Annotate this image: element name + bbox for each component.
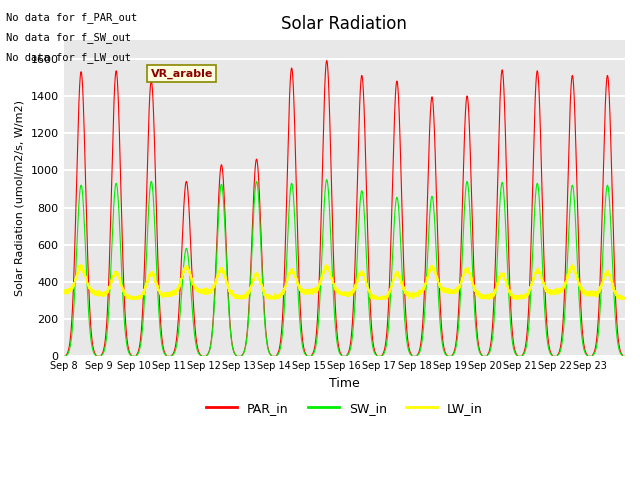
Y-axis label: Solar Radiation (umol/m2/s, W/m2): Solar Radiation (umol/m2/s, W/m2) — [15, 100, 25, 296]
Text: No data for f_LW_out: No data for f_LW_out — [6, 52, 131, 63]
Title: Solar Radiation: Solar Radiation — [282, 15, 407, 33]
X-axis label: Time: Time — [329, 377, 360, 390]
Text: VR_arable: VR_arable — [150, 69, 213, 79]
Legend: PAR_in, SW_in, LW_in: PAR_in, SW_in, LW_in — [201, 396, 488, 420]
Text: No data for f_SW_out: No data for f_SW_out — [6, 32, 131, 43]
Text: No data for f_PAR_out: No data for f_PAR_out — [6, 12, 138, 23]
